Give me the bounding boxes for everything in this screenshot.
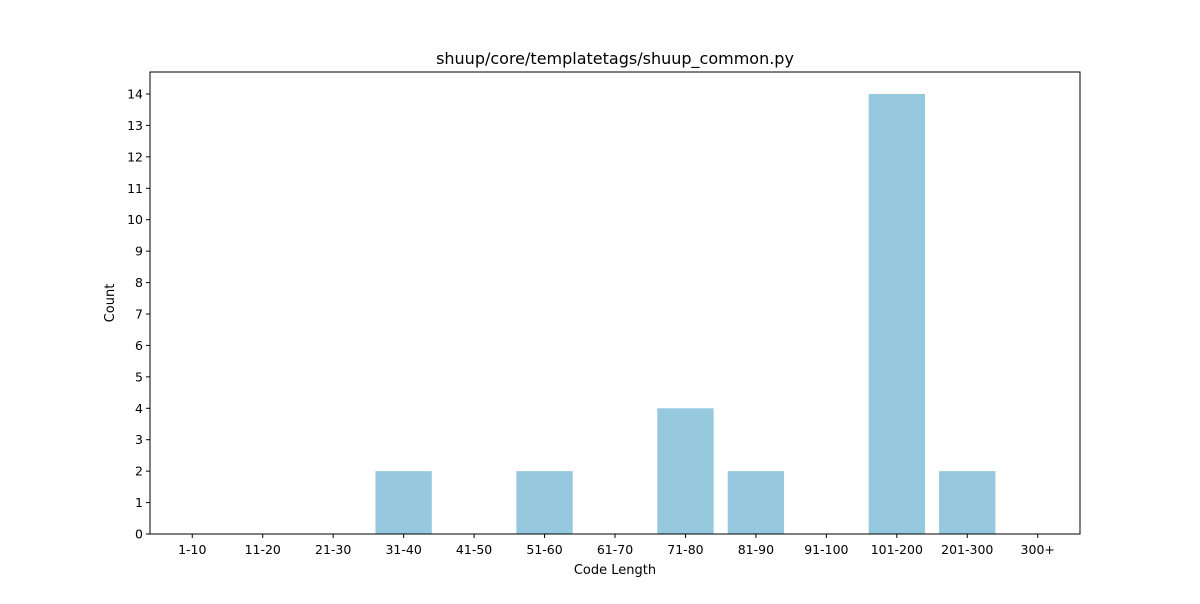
x-tick-label: 91-100 (804, 542, 848, 557)
x-tick-label: 41-50 (456, 542, 492, 557)
y-tick-label: 13 (127, 118, 143, 133)
y-tick-label: 12 (127, 149, 143, 164)
bar-31-40 (375, 471, 432, 534)
y-tick-label: 4 (135, 401, 143, 416)
x-tick-label: 201-300 (941, 542, 993, 557)
y-tick-label: 5 (135, 369, 143, 384)
y-tick-label: 14 (127, 87, 143, 102)
x-tick-label: 1-10 (178, 542, 206, 557)
plot-frame (149, 71, 1081, 535)
y-tick-label: 0 (135, 527, 143, 542)
bar-201-300 (939, 471, 996, 534)
y-tick-label: 2 (135, 464, 143, 479)
y-tick-label: 3 (135, 432, 143, 447)
bar-81-90 (727, 471, 785, 534)
x-tick-label: 71-80 (667, 542, 703, 557)
bar-101-200 (868, 94, 925, 534)
x-tick-label: 31-40 (385, 542, 421, 557)
x-axis-label: Code Length (574, 563, 656, 578)
x-axis: 1-10 11-20 21-30 31-40 41-50 51-60 61-70 71-80 8… (178, 534, 1055, 557)
y-tick-label: 11 (127, 181, 143, 196)
x-tick-label: 61-70 (597, 542, 633, 557)
y-tick-label: 9 (135, 244, 143, 259)
y-tick-label: 1 (135, 495, 143, 510)
y-tick-label: 8 (135, 275, 143, 290)
x-tick-label: 101-200 (871, 542, 923, 557)
bars-layer (375, 94, 996, 534)
bar-51-60 (516, 471, 573, 534)
y-tick-label: 7 (135, 307, 143, 322)
x-tick-label: 81-90 (738, 542, 774, 557)
x-tick-label: 51-60 (526, 542, 562, 557)
chart-title: shuup/core/templatetags/shuup_common.py (436, 49, 794, 69)
y-tick-label: 10 (127, 212, 143, 227)
x-tick-label: 300+ (1021, 542, 1055, 557)
bar-71-80 (657, 408, 714, 534)
x-tick-label: 21-30 (315, 542, 351, 557)
x-tick-label: 11-20 (245, 542, 281, 557)
y-tick-label: 6 (135, 338, 143, 353)
y-axis-label: Count (103, 284, 118, 323)
